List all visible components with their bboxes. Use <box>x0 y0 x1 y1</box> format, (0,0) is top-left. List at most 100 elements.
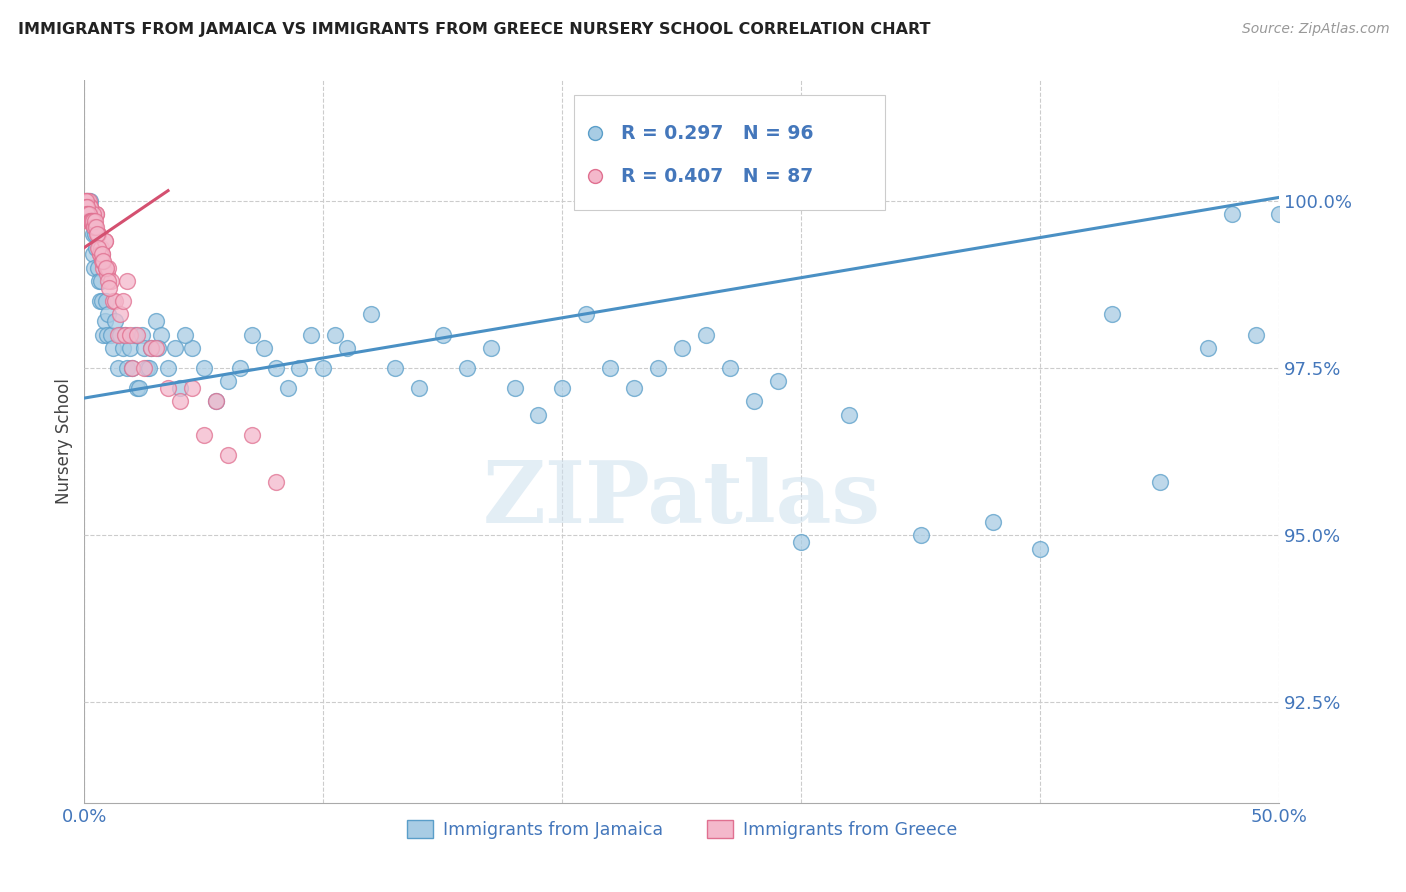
Point <box>145 341 167 355</box>
Y-axis label: Nursery School: Nursery School <box>55 378 73 505</box>
Legend: Immigrants from Jamaica, Immigrants from Greece: Immigrants from Jamaica, Immigrants from… <box>399 814 965 847</box>
Point <box>80 213 103 227</box>
Point <box>110 327 132 342</box>
Point <box>96 327 118 342</box>
Point <box>86 227 108 241</box>
Point <box>86 260 108 275</box>
Point <box>75 194 97 208</box>
Point <box>107 360 129 375</box>
Point <box>1268 207 1291 221</box>
Point <box>80 207 103 221</box>
Point <box>240 427 263 442</box>
FancyBboxPatch shape <box>575 95 886 211</box>
Point <box>77 194 100 208</box>
Point <box>432 327 454 342</box>
Point <box>101 293 124 308</box>
Point <box>79 200 101 214</box>
Point <box>76 207 98 221</box>
Point <box>79 207 101 221</box>
Point <box>82 247 104 261</box>
Point <box>89 293 111 308</box>
Point <box>114 327 136 342</box>
Point <box>82 207 104 221</box>
Text: IMMIGRANTS FROM JAMAICA VS IMMIGRANTS FROM GREECE NURSERY SCHOOL CORRELATION CHA: IMMIGRANTS FROM JAMAICA VS IMMIGRANTS FR… <box>18 22 931 37</box>
Point <box>456 360 478 375</box>
Point <box>79 213 101 227</box>
Point <box>91 293 114 308</box>
Point <box>77 213 100 227</box>
Point <box>790 534 813 549</box>
Point <box>80 213 103 227</box>
Point <box>76 194 98 208</box>
Point <box>1197 341 1219 355</box>
Point <box>981 515 1004 529</box>
Point <box>84 220 107 235</box>
Point <box>118 341 141 355</box>
Point <box>766 374 789 388</box>
Point <box>169 394 191 409</box>
Point <box>94 293 117 308</box>
Point <box>93 234 115 248</box>
Point <box>128 381 150 395</box>
Point <box>1101 308 1123 322</box>
Point <box>101 341 124 355</box>
Point <box>125 327 148 342</box>
Point <box>229 360 252 375</box>
Point <box>83 213 105 227</box>
Point <box>336 341 359 355</box>
Point <box>76 200 98 214</box>
Point <box>84 220 107 235</box>
Point <box>288 360 311 375</box>
Point <box>193 360 215 375</box>
Point <box>93 234 115 248</box>
Point <box>87 240 110 254</box>
Point <box>86 207 108 221</box>
Point <box>111 341 134 355</box>
Point <box>360 308 382 322</box>
Point <box>80 213 103 227</box>
Point <box>181 341 204 355</box>
Point <box>82 207 104 221</box>
Point <box>86 240 108 254</box>
Point <box>90 240 112 254</box>
Point <box>77 194 100 208</box>
Point <box>551 381 574 395</box>
Point <box>80 207 103 221</box>
Point <box>910 528 932 542</box>
Point <box>86 227 108 241</box>
Point <box>83 207 105 221</box>
Point <box>82 207 104 221</box>
Point <box>1244 327 1267 342</box>
Point <box>83 220 105 235</box>
Point <box>169 381 191 395</box>
Point <box>135 360 157 375</box>
Point <box>76 200 98 214</box>
Point <box>384 360 406 375</box>
Point <box>82 213 104 227</box>
Point <box>117 274 139 288</box>
Point <box>80 213 103 227</box>
Point <box>253 341 276 355</box>
Point <box>90 274 112 288</box>
Point <box>98 280 121 294</box>
Point <box>79 213 101 227</box>
Point <box>193 427 215 442</box>
Point <box>77 207 100 221</box>
Point <box>84 227 107 241</box>
Point <box>83 213 105 227</box>
Point <box>575 308 598 322</box>
Point <box>141 341 163 355</box>
Point <box>141 341 163 355</box>
Point <box>1149 475 1171 489</box>
Point <box>87 240 110 254</box>
Point <box>97 274 120 288</box>
Point <box>599 360 621 375</box>
Point <box>91 253 114 268</box>
Text: R = 0.297   N = 96: R = 0.297 N = 96 <box>621 123 814 143</box>
Point <box>82 227 104 241</box>
Point <box>173 327 195 342</box>
Point <box>80 207 103 221</box>
Point <box>838 408 860 422</box>
Point <box>132 360 156 375</box>
Point <box>89 247 111 261</box>
